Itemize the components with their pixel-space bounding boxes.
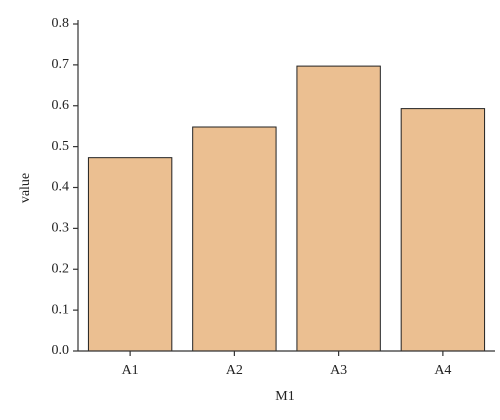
y-tick-label: 0.1	[52, 302, 70, 317]
x-tick-label: A1	[122, 363, 139, 378]
y-tick-label: 0.4	[52, 180, 70, 195]
x-tick-label: A2	[226, 363, 243, 378]
x-tick-label: A4	[434, 363, 451, 378]
y-axis-label: value	[18, 173, 33, 203]
bar	[296, 65, 381, 352]
y-tick-label: 0.2	[52, 261, 70, 276]
y-tick-label: 0.0	[52, 343, 70, 358]
y-tick-label: 0.3	[52, 221, 70, 236]
x-tick-label: A3	[330, 363, 347, 378]
bar	[192, 126, 277, 352]
x-axis-label: M1	[275, 389, 294, 404]
y-tick-label: 0.6	[52, 98, 70, 113]
bar	[87, 157, 173, 352]
y-tick-label: 0.8	[52, 16, 70, 31]
y-tick-label: 0.5	[52, 139, 70, 154]
y-tick-label: 0.7	[52, 57, 70, 72]
bar	[400, 108, 486, 352]
